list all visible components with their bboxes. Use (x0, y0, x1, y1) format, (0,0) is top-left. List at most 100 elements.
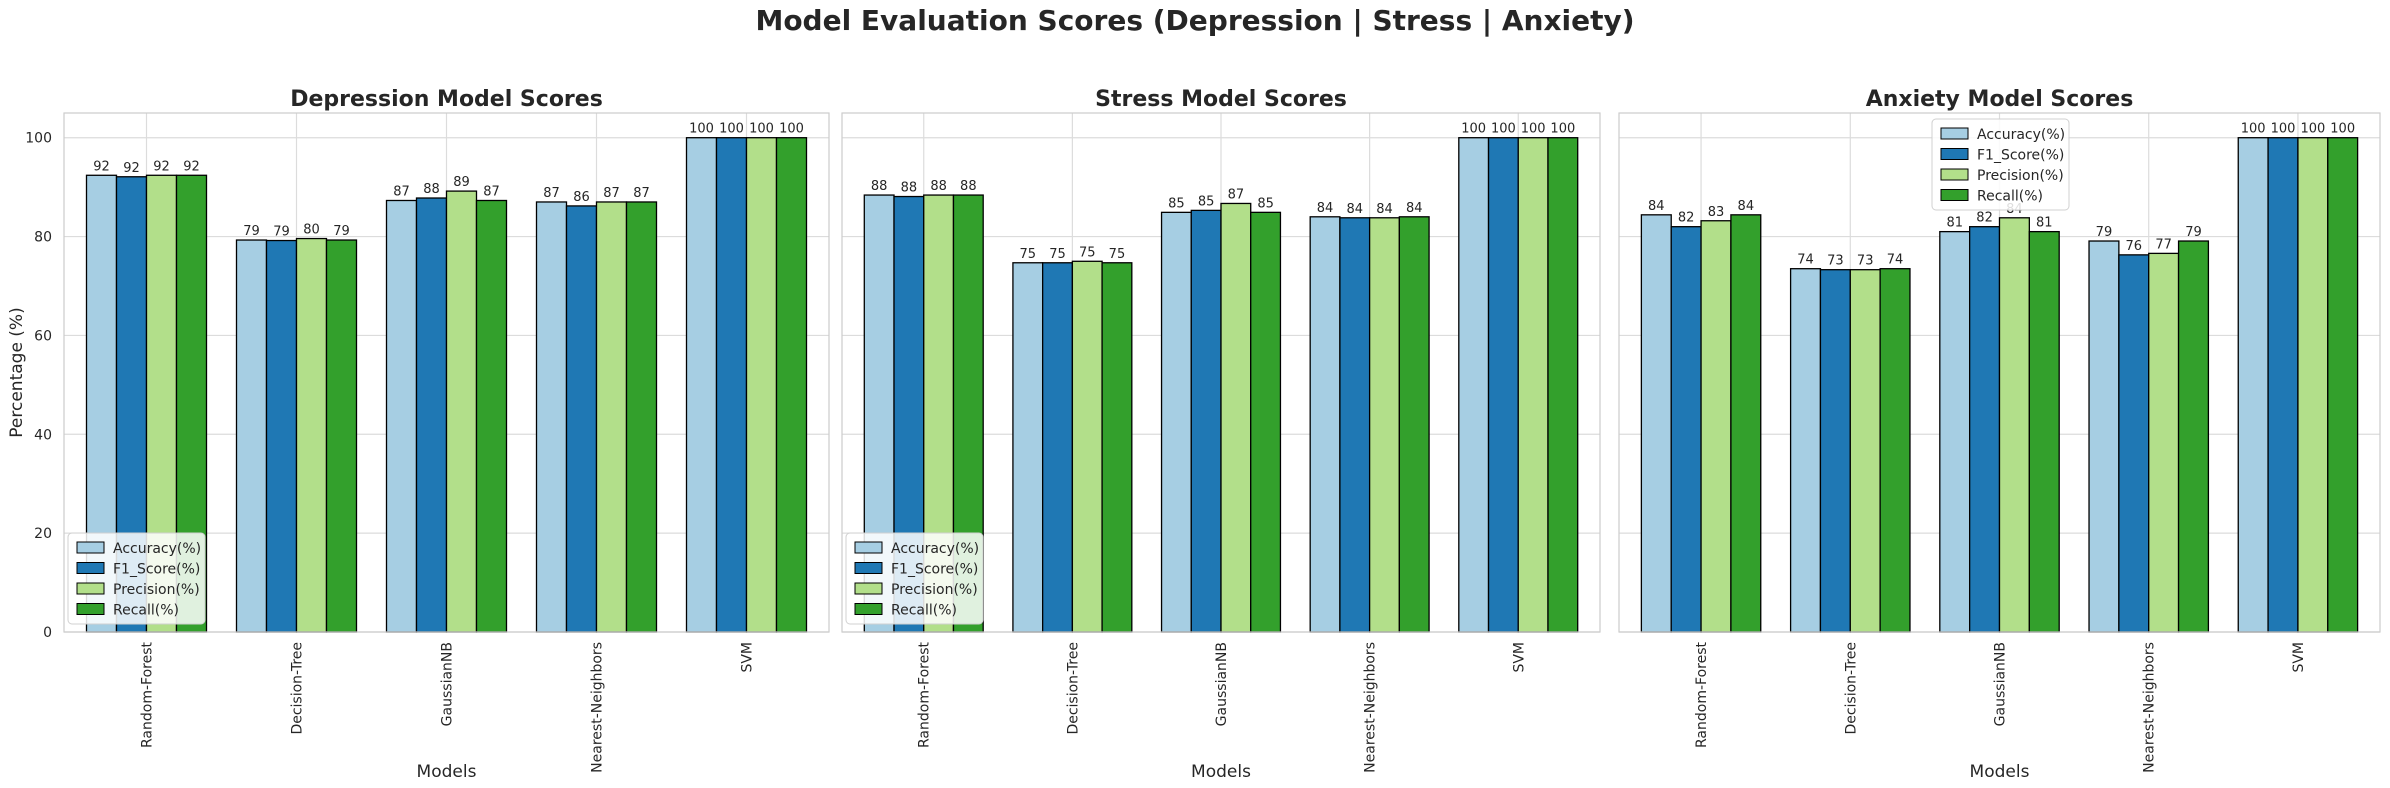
legend-label: Accuracy(%) (891, 541, 979, 557)
legend-swatch (854, 603, 883, 615)
bar-data-label: 73 (1827, 254, 1844, 269)
x-tick-label: GaussianNB (1993, 642, 2009, 726)
bar (445, 190, 478, 633)
legend-label: Accuracy(%) (1977, 127, 2065, 143)
bar-data-label: 100 (2330, 122, 2355, 137)
bar-data-label: 84 (1317, 201, 1334, 216)
chart-panel-1: 92 79 87 87 100 92 79 88 86 100 92 80 89 87 100 92 79 87 8… (7, 87, 830, 782)
x-tick-label: Nearest-Neighbors (1363, 642, 1379, 773)
bar (2267, 137, 2299, 633)
bar (2177, 240, 2210, 633)
legend-swatch (76, 582, 105, 595)
bar-data-label: 100 (2241, 122, 2266, 137)
x-tick-label: Decision-Tree (1065, 642, 1081, 735)
bar (1487, 137, 1519, 633)
x-tick-label: Nearest-Neighbors (590, 642, 606, 773)
bar (1849, 269, 1881, 633)
bar-data-label: 85 (1198, 194, 1215, 209)
bar-data-label: 87 (543, 186, 560, 201)
legend-label: Precision(%) (113, 582, 200, 598)
chart-panel-3: 8474817910082738276100837384771008474817… (1618, 87, 2381, 782)
bar (295, 237, 328, 633)
x-tick-label: SVM (2291, 642, 2307, 673)
x-tick-label: Decision-Tree (290, 642, 306, 735)
axes-frame (63, 112, 830, 633)
bar (535, 201, 568, 633)
y-tick-label: 40 (34, 427, 52, 443)
legend-swatch (854, 582, 883, 595)
bar (715, 137, 748, 633)
bar-data-label: 87 (393, 184, 410, 199)
bar (1730, 214, 1762, 633)
legend-swatch (1940, 148, 1969, 160)
bar-data-label: 100 (719, 122, 744, 137)
legend-label: Recall(%) (891, 603, 957, 619)
bar (1041, 262, 1074, 633)
bar (1640, 214, 1672, 633)
y-axis-label: Percentage (%) (7, 307, 27, 437)
bar (2088, 240, 2120, 633)
bar (1250, 211, 1282, 633)
bar-data-label: 85 (1168, 196, 1185, 211)
bar (595, 201, 628, 633)
bar-data-label: 85 (1257, 196, 1274, 211)
bar-data-label: 92 (93, 159, 110, 174)
bar-data-label: 75 (1049, 247, 1066, 262)
bar-data-label: 88 (423, 182, 440, 197)
bar (745, 137, 778, 633)
bar-data-label: 84 (1648, 199, 1665, 214)
bar-data-label: 79 (243, 224, 260, 239)
bar (1517, 137, 1549, 633)
y-tick-label: 100 (25, 131, 52, 147)
bar-data-label: 84 (1406, 201, 1423, 216)
bar (1670, 226, 1702, 633)
bar-data-label: 82 (1976, 211, 1993, 226)
legend-swatch (1940, 189, 1969, 201)
legend-box (1931, 118, 2070, 211)
bar (325, 239, 358, 633)
bar-data-label: 100 (2300, 122, 2325, 137)
legend-box (845, 532, 984, 625)
bar (1101, 262, 1133, 633)
bar (1819, 269, 1851, 633)
bar-data-label: 81 (2036, 216, 2053, 231)
bar (685, 137, 718, 633)
legend-label: F1_Score(%) (1977, 148, 2064, 164)
bar-data-label: 88 (871, 179, 888, 194)
bar-data-label: 100 (1491, 122, 1516, 137)
legend-swatch (76, 562, 105, 574)
bar (1339, 217, 1371, 633)
chart-title: Depression Model Scores (290, 87, 603, 112)
bar-data-label: 92 (183, 159, 200, 174)
bar-data-label: 87 (633, 186, 650, 201)
bar-data-label: 88 (960, 179, 977, 194)
legend-swatch (854, 562, 883, 574)
bar-data-label: 89 (453, 175, 470, 190)
figure-suptitle: Model Evaluation Scores (Depression | St… (755, 4, 1634, 37)
bar-data-label: 100 (749, 122, 774, 137)
bar-data-label: 100 (2271, 122, 2296, 137)
bar (1969, 226, 2001, 633)
legend: Accuracy(%) F1_Score(%) Precision(%) Recall… (1931, 118, 2070, 211)
bar-data-label: 75 (1079, 245, 1096, 260)
bar-data-label: 75 (1109, 247, 1126, 262)
bar (475, 199, 508, 633)
bar-data-label: 92 (123, 161, 140, 176)
bar-data-label: 84 (1376, 202, 1393, 217)
bar (1220, 202, 1252, 633)
bar (1012, 262, 1044, 633)
bar-data-label: 88 (930, 179, 947, 194)
bar-data-label: 88 (901, 181, 918, 196)
legend-label: Precision(%) (1977, 168, 2064, 184)
bar-data-label: 87 (483, 184, 500, 199)
chart-panel-2: 88 75 85 84 100 88 75 85 84 100 88 75 87 84 100 88 75 85 8… (841, 87, 1601, 782)
bar (1939, 230, 1971, 633)
bar (1998, 217, 2030, 633)
bar (2028, 230, 2060, 633)
bar-data-label: 79 (273, 225, 290, 240)
y-tick-label: 60 (34, 328, 52, 344)
bar (1789, 268, 1822, 633)
bar-data-label: 77 (2155, 237, 2172, 252)
bar-data-label: 76 (2126, 239, 2143, 254)
bar-data-label: 74 (1887, 253, 1904, 268)
